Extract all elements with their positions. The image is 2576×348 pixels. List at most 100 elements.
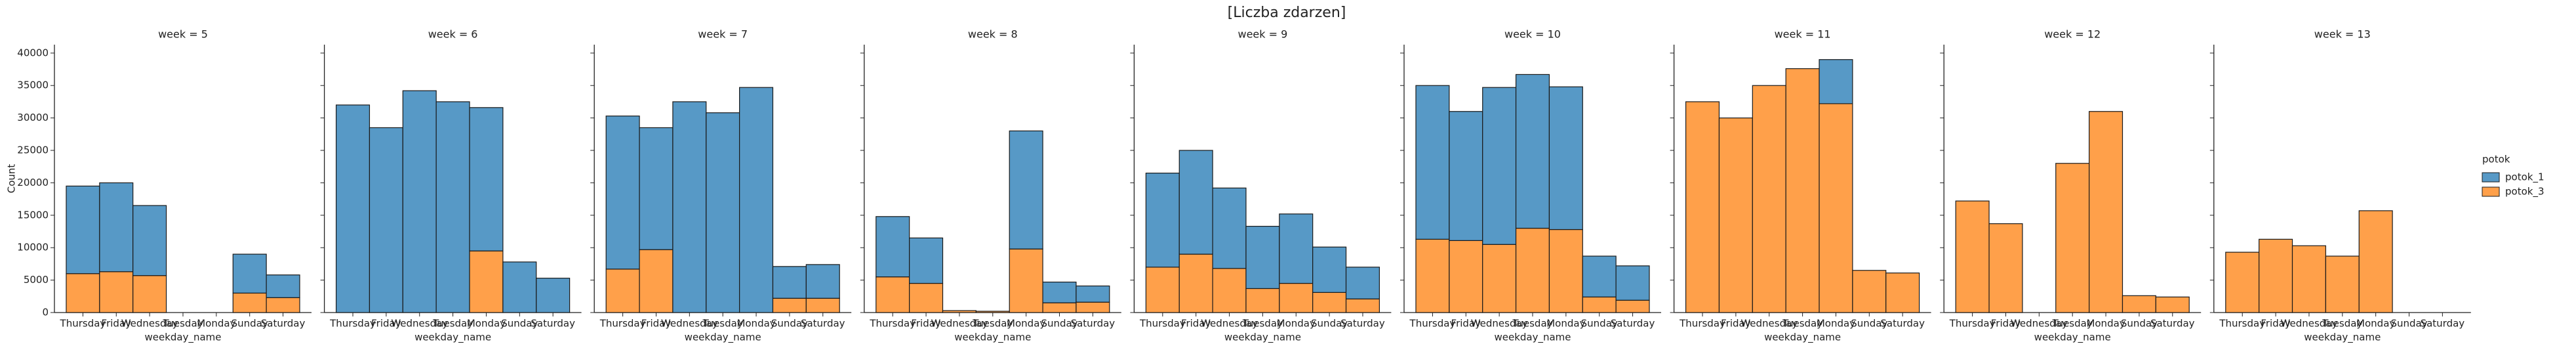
- bar: [1042, 281, 1077, 303]
- bar: [1312, 292, 1347, 313]
- x-tick-label: Wednesday: [1741, 318, 1798, 330]
- bar: [739, 87, 774, 313]
- bar: [1145, 173, 1180, 268]
- x-axis-label: weekday_name: [2034, 332, 2111, 344]
- y-tick-label: 30000: [17, 112, 49, 123]
- y-tick-label: 40000: [17, 47, 49, 58]
- bar: [2089, 111, 2123, 313]
- x-tick-label: Friday: [1721, 318, 1751, 330]
- bar: [1042, 302, 1077, 313]
- x-axis-label: weekday_name: [1764, 332, 1841, 344]
- bar: [909, 282, 944, 313]
- bar: [1819, 103, 1853, 313]
- bar: [1178, 253, 1213, 313]
- bar: [469, 250, 504, 313]
- bar: [1615, 299, 1650, 313]
- bar: [1345, 267, 1380, 299]
- x-tick-label: Friday: [1991, 318, 2021, 330]
- bar: [875, 276, 910, 313]
- bar: [1312, 246, 1347, 293]
- bar: [66, 185, 100, 274]
- legend-label: potok_3: [2505, 186, 2545, 198]
- bar: [1415, 85, 1450, 240]
- x-tick-label: Friday: [1181, 318, 1211, 330]
- bar: [1279, 213, 1314, 284]
- x-tick-label: Tuesday: [2052, 318, 2093, 330]
- panel-title: week = 8: [968, 28, 1018, 41]
- bar: [1009, 130, 1043, 250]
- x-axis-label: weekday_name: [144, 332, 221, 344]
- panel-title: week = 5: [158, 28, 208, 41]
- x-tick-label: Thursday: [869, 318, 916, 330]
- x-tick-label: Thursday: [2219, 318, 2265, 330]
- bar: [672, 101, 707, 313]
- x-tick-label: Saturday: [531, 318, 575, 330]
- bar: [2055, 163, 2090, 313]
- bar: [435, 101, 470, 313]
- x-tick-label: Friday: [911, 318, 941, 330]
- bar: [2259, 238, 2293, 313]
- x-axis-label: weekday_name: [954, 332, 1031, 344]
- bar: [1819, 59, 1853, 104]
- y-tick-label: 15000: [17, 209, 49, 221]
- panel-title: week = 12: [2044, 28, 2101, 41]
- x-tick-label: Tuesday: [972, 318, 1013, 330]
- x-tick-label: Sunday: [771, 318, 808, 330]
- y-tick-label: 25000: [17, 144, 49, 156]
- x-tick-label: Sunday: [231, 318, 268, 330]
- y-tick-label: 10000: [17, 242, 49, 253]
- y-tick-label: 20000: [17, 177, 49, 188]
- bar: [605, 269, 640, 313]
- x-tick-label: Thursday: [329, 318, 376, 330]
- x-tick-label: Saturday: [2421, 318, 2465, 330]
- x-tick-label: Tuesday: [162, 318, 203, 330]
- bar: [772, 266, 807, 299]
- x-axis-label: weekday_name: [414, 332, 491, 344]
- x-tick-label: Friday: [2261, 318, 2291, 330]
- bar: [942, 310, 976, 313]
- bar: [1245, 226, 1280, 290]
- panel-title: week = 7: [698, 28, 748, 41]
- bar: [875, 216, 910, 278]
- bar: [132, 205, 167, 276]
- x-tick-label: Tuesday: [702, 318, 743, 330]
- bar: [1245, 288, 1280, 313]
- bar: [1482, 87, 1517, 245]
- bar: [2358, 210, 2393, 313]
- y-tick-label: 35000: [17, 79, 49, 91]
- x-tick-label: Wednesday: [1471, 318, 1528, 330]
- x-tick-label: Thursday: [60, 318, 106, 330]
- x-tick-label: Monday: [736, 318, 775, 330]
- bar: [1515, 74, 1550, 229]
- bar: [639, 249, 674, 313]
- bar: [2291, 245, 2326, 313]
- x-tick-label: Wednesday: [121, 318, 178, 330]
- bar: [402, 90, 437, 313]
- bar: [1785, 68, 1820, 313]
- bar: [1076, 285, 1110, 303]
- x-tick-label: Sunday: [2121, 318, 2158, 330]
- bar: [1076, 301, 1110, 313]
- x-tick-label: Saturday: [261, 318, 306, 330]
- bar: [605, 116, 640, 270]
- bar: [2225, 251, 2260, 313]
- x-tick-label: Wednesday: [2281, 318, 2338, 330]
- x-tick-label: Sunday: [501, 318, 538, 330]
- x-tick-label: Sunday: [2390, 318, 2427, 330]
- chart-title: [Liczba zdarzen]: [1228, 5, 1346, 21]
- x-tick-label: Thursday: [1679, 318, 1725, 330]
- x-tick-label: Monday: [197, 318, 235, 330]
- x-tick-label: Friday: [371, 318, 401, 330]
- bar: [266, 274, 300, 298]
- x-tick-label: Friday: [1451, 318, 1481, 330]
- bar: [1988, 223, 2023, 313]
- bar: [1415, 238, 1450, 313]
- bar: [1345, 298, 1380, 313]
- bar: [469, 107, 504, 251]
- x-tick-label: Saturday: [1611, 318, 1655, 330]
- bar: [335, 104, 371, 313]
- x-tick-label: Thursday: [1139, 318, 1186, 330]
- bar: [266, 297, 300, 313]
- y-tick-label: 0: [42, 307, 49, 318]
